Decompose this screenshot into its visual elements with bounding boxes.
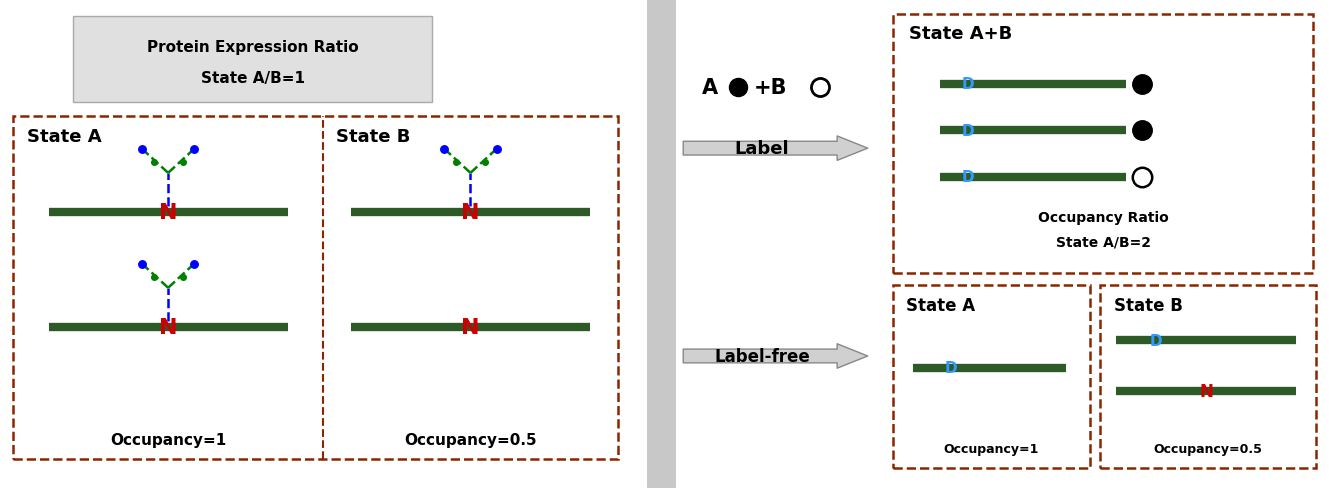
Text: D: D [1150,333,1162,348]
Text: D: D [945,360,957,375]
Text: N: N [159,317,177,337]
Text: State A+B: State A+B [909,25,1013,43]
Text: D: D [961,77,974,92]
Text: Label-free: Label-free [714,347,811,365]
Text: D: D [961,123,974,139]
Text: D: D [961,170,974,185]
Text: State A: State A [906,296,975,314]
Text: Occupancy=0.5: Occupancy=0.5 [1154,443,1263,455]
Bar [13,117,618,459]
Bar [893,15,1313,273]
Bar [1100,285,1316,468]
Text: State B: State B [1114,296,1183,314]
Text: Occupancy=1: Occupancy=1 [944,443,1039,455]
Text: N: N [1199,383,1213,401]
Text: Protein Expression Ratio: Protein Expression Ratio [146,40,359,55]
Bar [647,0,676,488]
Text: Occupancy Ratio: Occupancy Ratio [1038,210,1168,224]
Text: +B: +B [754,78,787,98]
Text: Label: Label [735,140,789,158]
Bar [893,285,1090,468]
Text: Occupancy=1: Occupancy=1 [110,432,226,447]
Bar [73,17,432,102]
Text: State A/B=2: State A/B=2 [1055,235,1151,248]
Text: N: N [461,203,480,222]
Text: A: A [702,78,718,98]
Text: State A/B=1: State A/B=1 [201,71,304,86]
Text: State B: State B [336,128,411,145]
Text: N: N [461,317,480,337]
Text: State A: State A [27,128,101,145]
Text: Occupancy=0.5: Occupancy=0.5 [404,432,537,447]
Text: N: N [159,203,177,222]
